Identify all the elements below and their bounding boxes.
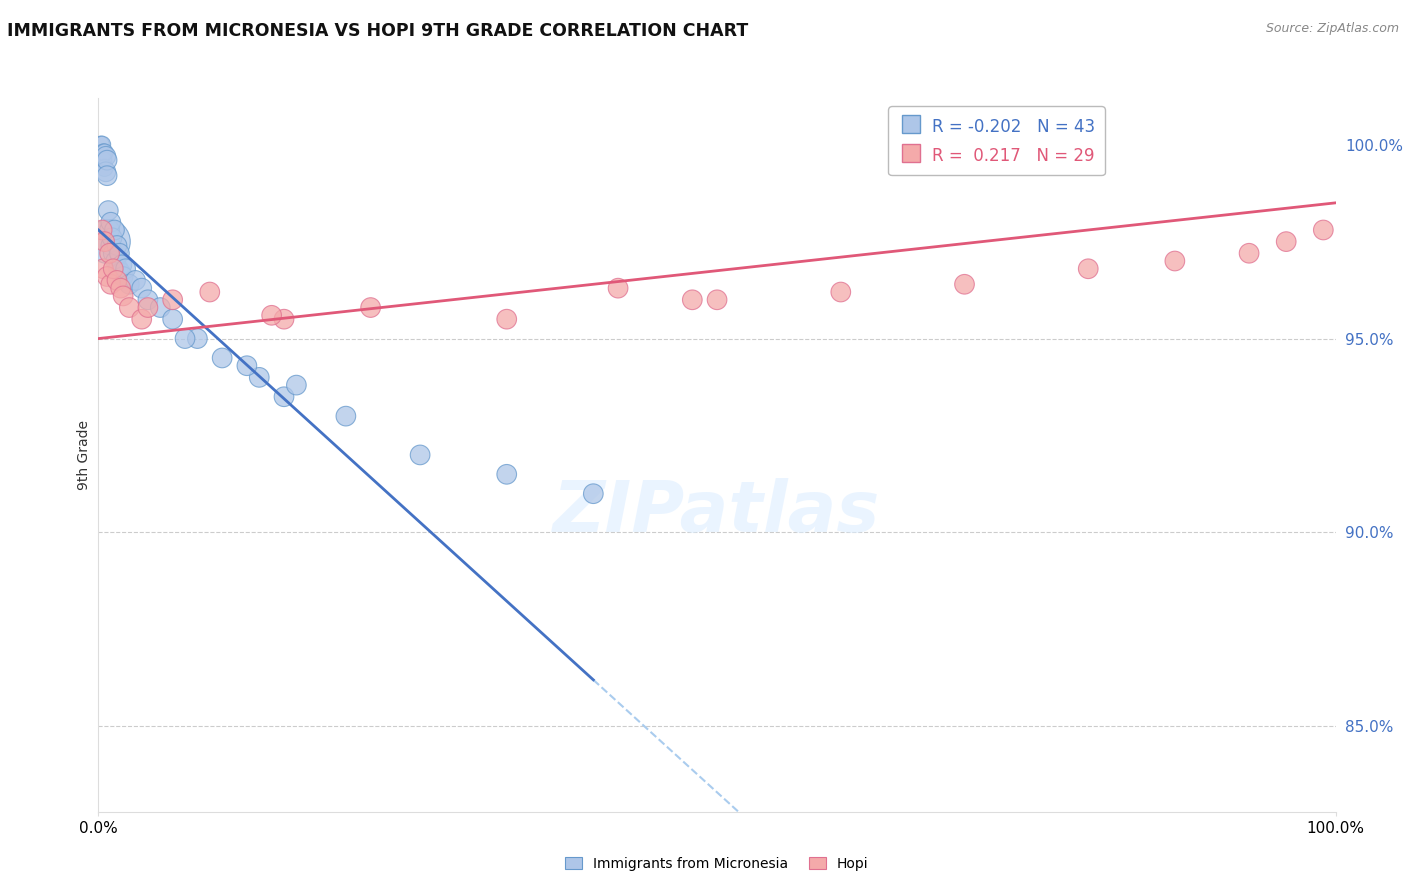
Point [186, 332, 208, 346]
Point [162, 293, 184, 307]
Point [260, 308, 283, 322]
Point [495, 312, 517, 326]
Point [409, 448, 432, 462]
Point [103, 246, 125, 260]
Point [582, 486, 605, 500]
Point [96, 269, 118, 284]
Point [93, 145, 115, 160]
Point [236, 359, 259, 373]
Point [360, 301, 382, 315]
Point [93, 153, 115, 168]
Point [174, 332, 197, 346]
Point [830, 285, 852, 299]
Point [90, 137, 112, 152]
Point [118, 301, 141, 315]
Point [94, 165, 117, 179]
Point [953, 277, 976, 292]
Point [100, 238, 122, 252]
Point [98, 223, 121, 237]
Point [101, 231, 124, 245]
Point [103, 223, 125, 237]
Point [96, 169, 118, 183]
Point [91, 223, 114, 237]
Point [131, 312, 153, 326]
Point [1077, 261, 1099, 276]
Point [285, 378, 308, 392]
Point [114, 261, 136, 276]
Point [112, 289, 135, 303]
Point [131, 281, 153, 295]
Point [107, 261, 129, 276]
Point [105, 273, 128, 287]
Point [198, 285, 221, 299]
Point [118, 277, 141, 292]
Point [98, 246, 121, 260]
Point [97, 235, 120, 249]
Point [94, 149, 117, 163]
Point [93, 145, 115, 160]
Point [1164, 254, 1187, 268]
Point [108, 246, 131, 260]
Point [211, 351, 233, 365]
Text: IMMIGRANTS FROM MICRONESIA VS HOPI 9TH GRADE CORRELATION CHART: IMMIGRANTS FROM MICRONESIA VS HOPI 9TH G… [7, 22, 748, 40]
Point [96, 153, 118, 168]
Point [247, 370, 270, 384]
Point [706, 293, 728, 307]
Point [681, 293, 703, 307]
Point [495, 467, 517, 482]
Point [1275, 235, 1298, 249]
Y-axis label: 9th Grade: 9th Grade [77, 420, 91, 490]
Point [273, 390, 295, 404]
Point [1237, 246, 1260, 260]
Point [110, 281, 132, 295]
Point [104, 254, 127, 268]
Point [93, 161, 115, 175]
Point [335, 409, 357, 424]
Point [149, 301, 172, 315]
Point [111, 258, 134, 272]
Point [1312, 223, 1334, 237]
Point [91, 137, 114, 152]
Point [162, 312, 184, 326]
Point [124, 273, 146, 287]
Point [100, 215, 122, 229]
Point [97, 203, 120, 218]
Text: ZIPatlas: ZIPatlas [554, 477, 880, 547]
Point [273, 312, 295, 326]
Point [607, 281, 630, 295]
Text: Source: ZipAtlas.com: Source: ZipAtlas.com [1265, 22, 1399, 36]
Point [93, 235, 115, 249]
Point [110, 266, 132, 280]
Point [105, 238, 128, 252]
Legend: Immigrants from Micronesia, Hopi: Immigrants from Micronesia, Hopi [560, 851, 875, 876]
Point [103, 261, 125, 276]
Point [136, 293, 159, 307]
Point [136, 301, 159, 315]
Point [112, 269, 135, 284]
Point [100, 277, 122, 292]
Point [93, 261, 115, 276]
